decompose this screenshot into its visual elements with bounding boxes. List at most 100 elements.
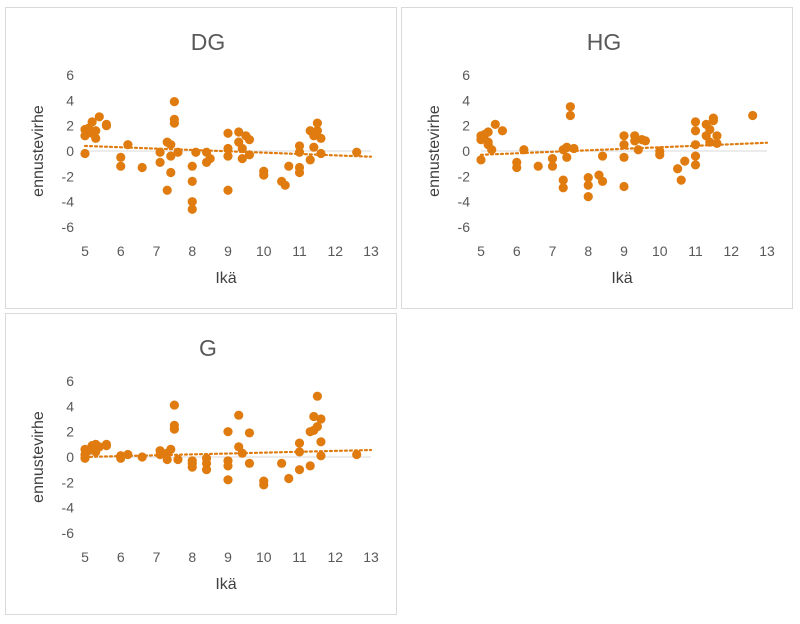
x-tick-label: 9 — [224, 549, 232, 565]
data-point — [244, 428, 255, 438]
chart-panel-dg: DG 6 4 2 0 -2 -4 -6 5 6 7 8 9 10 11 12 13 Ikä ennustevirhe — [5, 7, 397, 309]
data-point — [237, 154, 247, 164]
chart-panel-g: G 6 4 2 0 -2 -4 -6 5 6 7 8 9 10 11 12 13 Ikä ennustevirhe — [5, 313, 397, 615]
x-tick-label: 6 — [513, 243, 521, 259]
data-point — [316, 133, 326, 143]
data-point — [162, 185, 172, 195]
data-point — [123, 449, 133, 460]
data-point — [116, 152, 126, 162]
data-point — [223, 475, 233, 485]
data-point — [619, 131, 629, 141]
data-point — [155, 446, 165, 456]
trendline — [83, 144, 373, 158]
data-point — [547, 154, 558, 164]
data-point — [309, 411, 319, 422]
data-point — [284, 473, 294, 484]
data-point — [294, 438, 305, 448]
data-point — [80, 148, 90, 159]
data-point — [284, 161, 294, 171]
data-point — [305, 155, 315, 165]
data-point — [187, 456, 197, 466]
data-point — [633, 145, 643, 155]
y-tick-label: -4 — [458, 194, 471, 210]
data-point — [94, 442, 104, 452]
data-point — [205, 154, 215, 164]
data-point — [640, 136, 651, 146]
x-axis-label: Ikä — [611, 270, 632, 287]
data-point — [101, 121, 112, 131]
data-point — [562, 152, 572, 162]
chart-title: DG — [191, 29, 226, 55]
y-tick-label: 6 — [66, 67, 74, 83]
y-tick-label: -4 — [62, 194, 75, 210]
data-point — [94, 112, 104, 122]
data-point — [316, 451, 326, 461]
data-point — [712, 138, 722, 148]
data-point — [655, 146, 665, 156]
x-tick-label: 10 — [652, 243, 668, 259]
x-tick-label: 9 — [620, 243, 628, 259]
x-tick-label: 11 — [292, 549, 307, 565]
x-tick-label: 12 — [327, 549, 343, 565]
y-tick-label: 4 — [66, 398, 74, 414]
y-tick-label: -2 — [62, 168, 75, 184]
data-point — [223, 128, 233, 138]
data-point — [558, 183, 568, 193]
data-point — [565, 110, 575, 121]
x-axis-label: Ikä — [215, 270, 236, 287]
data-point — [201, 458, 212, 468]
data-point — [352, 449, 362, 460]
data-point — [155, 147, 165, 157]
data-point — [187, 176, 197, 186]
y-axis-label: ennustevirhe — [30, 105, 47, 197]
y-tick-label: -6 — [62, 525, 75, 541]
data-point — [690, 126, 701, 136]
data-point — [223, 151, 233, 161]
x-tick-label: 13 — [363, 549, 379, 565]
y-tick-label: 0 — [66, 143, 74, 159]
data-point — [294, 147, 305, 157]
data-point — [512, 162, 522, 173]
x-tick-label: 7 — [549, 243, 557, 259]
y-tick-label: -4 — [62, 500, 75, 516]
data-point — [137, 452, 147, 462]
data-point — [708, 116, 718, 126]
chart-panel-hg: HG 6 4 2 0 -2 -4 -6 5 6 7 8 9 10 11 12 13 Ikä ennustevirhe — [401, 7, 793, 309]
y-tick-label: 0 — [462, 143, 470, 159]
data-point — [352, 147, 362, 157]
data-point — [80, 131, 90, 141]
y-axis-label: ennustevirhe — [30, 411, 47, 503]
data-point — [312, 126, 322, 136]
data-point — [630, 136, 640, 146]
y-tick-label: 4 — [66, 92, 74, 108]
data-point — [690, 160, 701, 170]
trendline — [479, 141, 769, 156]
data-point — [676, 175, 686, 185]
data-point — [533, 161, 543, 171]
y-axis-label: ennustevirhe — [426, 105, 443, 197]
data-point — [280, 180, 290, 190]
x-tick-label: 5 — [81, 549, 89, 565]
x-axis-label: Ikä — [215, 576, 236, 593]
data-point — [748, 110, 758, 121]
y-tick-label: 2 — [66, 118, 74, 134]
data-point — [690, 140, 701, 150]
x-tick-label: 7 — [153, 243, 161, 259]
data-point — [166, 140, 176, 150]
x-tick-label: 12 — [723, 243, 739, 259]
data-point — [187, 161, 197, 171]
data-point — [294, 167, 305, 178]
data-point — [191, 147, 201, 157]
x-tick-label: 11 — [292, 243, 307, 259]
data-point — [187, 462, 197, 472]
data-point — [619, 140, 629, 150]
data-point — [547, 161, 558, 171]
data-point — [173, 454, 183, 465]
y-tick-label: 4 — [462, 92, 470, 108]
data-point — [294, 141, 305, 151]
data-point — [476, 155, 486, 165]
data-point — [187, 197, 197, 207]
data-point — [166, 444, 176, 454]
data-point — [312, 422, 322, 432]
trendline — [83, 448, 373, 459]
